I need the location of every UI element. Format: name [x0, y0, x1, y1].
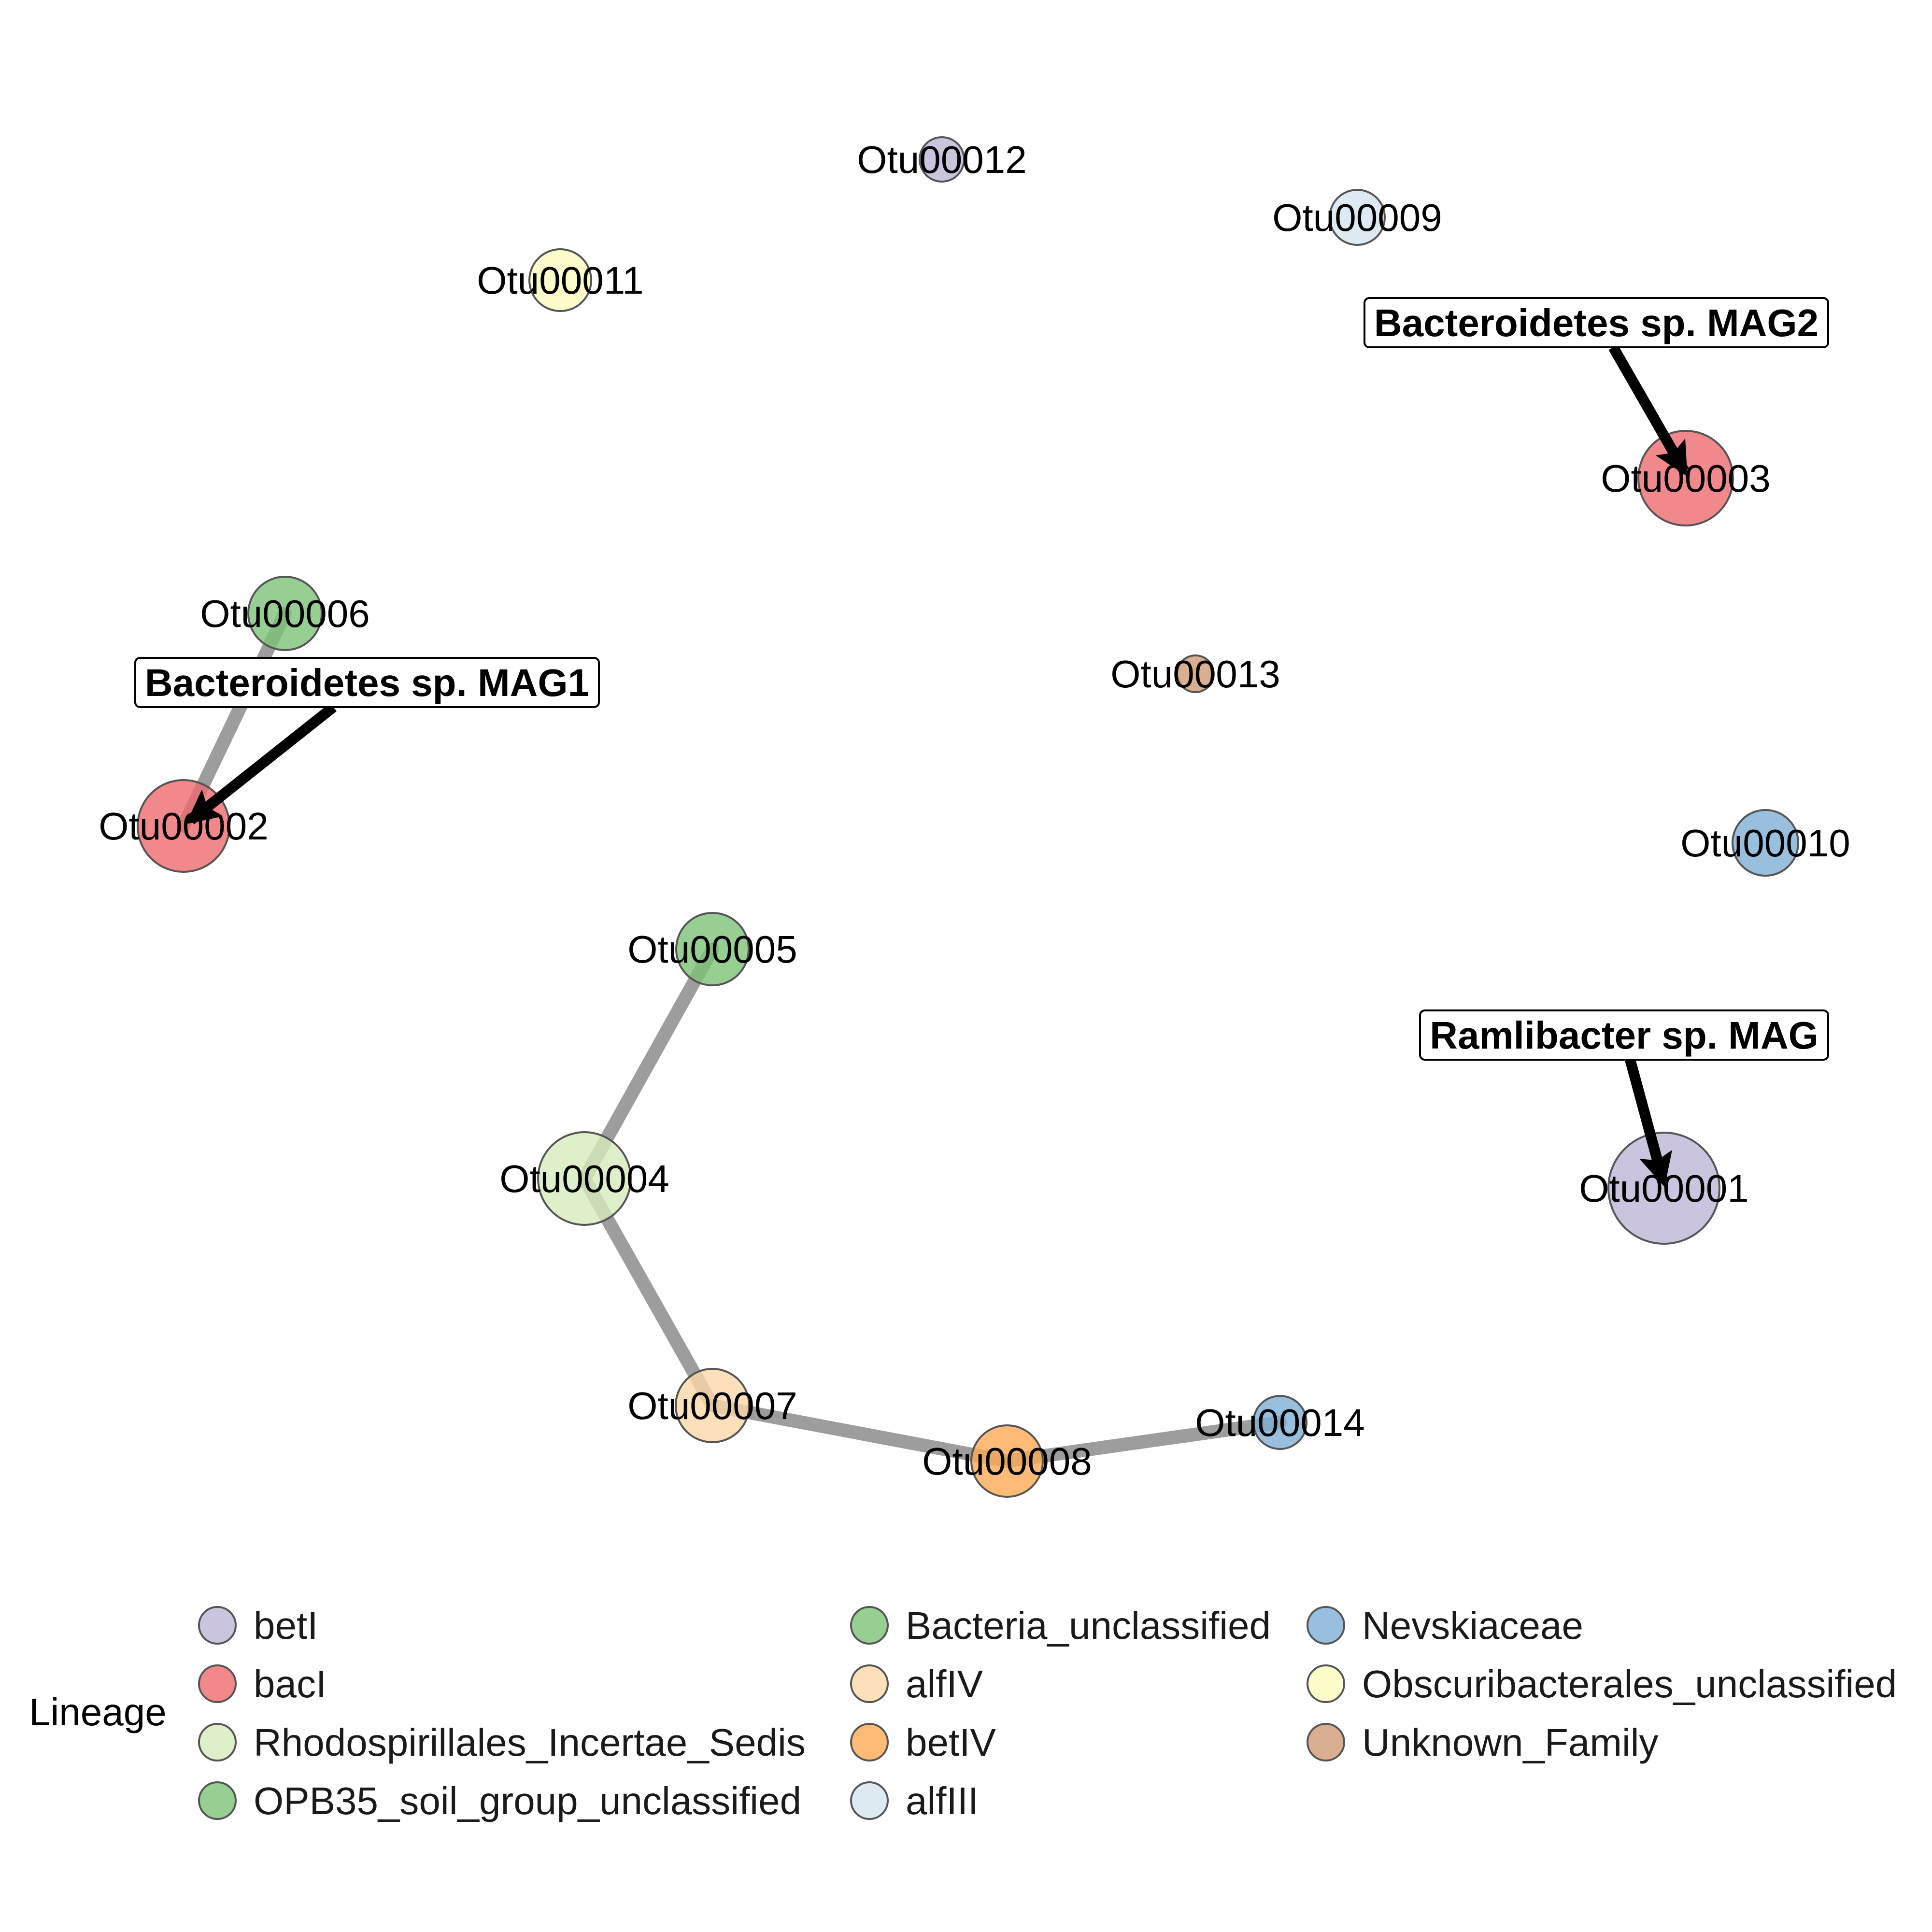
legend-key-Rhodospirillales_Incertae_Sedis — [198, 1723, 237, 1762]
legend-key-bacI — [198, 1664, 237, 1703]
node-Otu00007[interactable] — [675, 1368, 750, 1443]
edges-layer — [177, 607, 1287, 1468]
node-Otu00005[interactable] — [675, 912, 750, 986]
edge-Otu00008-Otu00014 — [1000, 1416, 1287, 1468]
legend: Lineage betI bacI Rhodospirillales_Incerta… — [29, 1604, 1897, 1822]
legend-label-Unknown_Family: Unknown_Family — [1362, 1721, 1659, 1764]
node-label-Otu00002: Otu00002 — [99, 805, 268, 848]
legend-label-Obscuribacterales_unclassified: Obscuribacterales_unclassified — [1362, 1662, 1897, 1705]
callout-arrow — [185, 703, 337, 824]
legend-key-betIV — [850, 1723, 889, 1762]
callouts-layer: Bacteroidetes sp. MAG1 Bacteroidetes sp. … — [134, 297, 1829, 1187]
legend-label-Bacteria_unclassified: Bacteria_unclassified — [906, 1604, 1271, 1647]
edge-Otu00007-Otu00008 — [706, 1399, 1014, 1468]
legend-key-Unknown_Family — [1307, 1723, 1345, 1762]
callout-label: Bacteroidetes sp. MAG2 — [1374, 301, 1818, 344]
callout-label: Bacteroidetes sp. MAG1 — [145, 661, 589, 704]
legend-label-Nevskiaceae: Nevskiaceae — [1362, 1604, 1583, 1647]
node-label-Otu00013: Otu00013 — [1110, 653, 1280, 696]
node-Otu00004[interactable] — [537, 1131, 632, 1226]
legend-key-betI — [198, 1606, 237, 1645]
callout-box — [134, 657, 600, 708]
node-Otu00011[interactable] — [528, 248, 592, 312]
node-label-Otu00008: Otu00008 — [922, 1440, 1092, 1483]
callout-arrow — [1625, 1058, 1673, 1187]
node-label-Otu00007: Otu00007 — [627, 1384, 797, 1427]
legend-title: Lineage — [29, 1690, 167, 1733]
node-label-Otu00005: Otu00005 — [627, 928, 797, 971]
node-Otu00008[interactable] — [970, 1424, 1044, 1498]
legend-key-OPB35_soil_group_unclassified — [198, 1781, 237, 1820]
legend-label-betI: betI — [254, 1604, 318, 1647]
legend-key-alfIII — [850, 1781, 889, 1820]
node-labels-layer: Otu00001Otu00002Otu00003Otu00004Otu00005… — [99, 138, 1850, 1483]
legend-label-alfIV: alfIV — [906, 1662, 983, 1705]
node-label-Otu00009: Otu00009 — [1272, 196, 1442, 239]
node-Otu00014[interactable] — [1252, 1395, 1307, 1450]
callout-Otu00003: Bacteroidetes sp. MAG2 — [1364, 297, 1829, 477]
node-label-Otu00010: Otu00010 — [1680, 822, 1850, 865]
node-Otu00010[interactable] — [1732, 809, 1799, 877]
node-label-Otu00006: Otu00006 — [200, 592, 369, 635]
legend-label-bacI: bacI — [254, 1662, 327, 1705]
node-label-Otu00004: Otu00004 — [499, 1157, 669, 1200]
callout-box — [1419, 1009, 1829, 1061]
callout-Otu00001: Ramlibacter sp. MAG — [1419, 1009, 1829, 1187]
node-Otu00013[interactable] — [1176, 654, 1215, 693]
legend-label-alfIII: alfIII — [906, 1779, 979, 1822]
legend-label-OPB35_soil_group_unclassified: OPB35_soil_group_unclassified — [254, 1779, 801, 1822]
legend-label-betIV: betIV — [906, 1721, 996, 1764]
node-label-Otu00012: Otu00012 — [857, 138, 1026, 181]
legend-key-Nevskiaceae — [1307, 1606, 1345, 1645]
legend-key-alfIV — [850, 1664, 889, 1703]
legend-key-Bacteria_unclassified — [850, 1606, 889, 1645]
node-Otu00009[interactable] — [1329, 189, 1386, 246]
nodes-layer — [137, 136, 1799, 1498]
node-Otu00012[interactable] — [919, 136, 965, 183]
node-label-Otu00011: Otu00011 — [477, 259, 643, 302]
node-Otu00001[interactable] — [1607, 1132, 1720, 1245]
node-label-Otu00014: Otu00014 — [1195, 1401, 1364, 1444]
callout-box — [1364, 297, 1829, 348]
callout-arrow — [1608, 344, 1689, 477]
legend-label-Rhodospirillales_Incertae_Sedis: Rhodospirillales_Incertae_Sedis — [254, 1721, 806, 1764]
legend-key-Obscuribacterales_unclassified — [1307, 1664, 1345, 1703]
callout-label: Ramlibacter sp. MAG — [1430, 1014, 1818, 1057]
callout-Otu00002: Bacteroidetes sp. MAG1 — [134, 657, 600, 824]
node-Otu00006[interactable] — [247, 576, 323, 651]
